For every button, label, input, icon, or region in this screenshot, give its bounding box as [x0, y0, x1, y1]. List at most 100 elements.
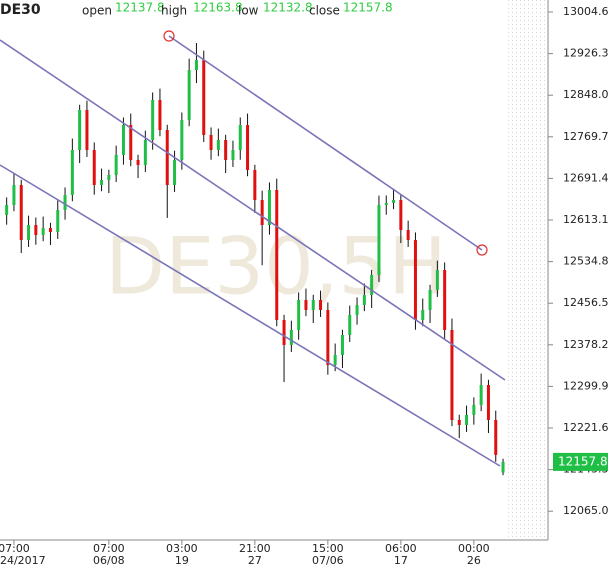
candle-body [282, 319, 286, 345]
candle-body [486, 384, 490, 420]
x-tick-label: 15:00 [312, 542, 344, 555]
candle-body [216, 139, 220, 150]
candle-body [428, 289, 432, 310]
header-value: 12137.8 [115, 1, 165, 15]
y-tick-label: 13004.6 [563, 5, 609, 18]
x-tick-label: 17 [394, 554, 408, 567]
candle-body [297, 299, 301, 330]
x-tick-label: 07:00 [93, 542, 125, 555]
y-tick-label: 12691.4 [563, 171, 609, 184]
channel-line [0, 164, 501, 467]
channel-line [168, 35, 483, 251]
candle-body [472, 404, 476, 415]
candle-body [231, 149, 235, 160]
candle-body [326, 309, 330, 365]
x-tick-label: 06:00 [385, 542, 417, 555]
header-value: 12157.8 [343, 1, 393, 15]
candle-body [348, 314, 352, 335]
candle-body [12, 184, 16, 205]
candle-body [260, 199, 264, 225]
price-badge-box [553, 452, 608, 471]
candle-body [114, 154, 118, 176]
candle-body [202, 59, 206, 135]
anchor-point [476, 244, 488, 256]
y-tick-label: 12926.3 [563, 47, 609, 60]
candle-body [501, 461, 505, 473]
candle-body [311, 299, 315, 310]
candle-body [435, 270, 439, 290]
candle-body [5, 204, 9, 215]
future-area [505, 0, 548, 540]
candle-body [457, 419, 461, 425]
candle-body [151, 99, 155, 140]
candle-body [173, 159, 177, 185]
candle-body [85, 109, 89, 150]
candle-body [180, 120, 184, 160]
y-tick-label: 12378.2 [563, 338, 609, 351]
candle-body [194, 59, 198, 71]
header-label: low [238, 4, 259, 18]
y-tick-label: 12221.6 [563, 421, 609, 434]
x-tick-label: 05/24/2017 [0, 554, 46, 567]
channel-line [0, 39, 506, 381]
candle-body [187, 70, 191, 121]
candle-body [209, 135, 213, 150]
y-axis: 13004.6 12926.3 12848.0 12769.7 12691.4 12613… [548, 5, 609, 517]
x-tick-label: 21:00 [239, 542, 271, 555]
x-tick-label: 03:00 [166, 542, 198, 555]
y-tick-label: 12065.0 [563, 504, 609, 517]
candle-body [384, 202, 388, 205]
candle-body [392, 199, 396, 203]
candle-body [443, 270, 447, 330]
y-tick-label: 12299.9 [563, 379, 609, 392]
y-tick-label: 12613.1 [563, 213, 609, 226]
candles [5, 42, 505, 476]
candle-body [34, 225, 38, 235]
candle-body [136, 159, 140, 165]
channel-lines [0, 30, 506, 467]
header-label: close [309, 4, 340, 18]
header-value: 12163.8 [193, 1, 243, 15]
candle-body [92, 149, 96, 185]
candle-body [100, 180, 104, 185]
candle-body [362, 294, 366, 305]
x-tick-label: 19 [175, 554, 189, 567]
y-tick-label: 12769.7 [563, 130, 609, 143]
x-axis: 07:0005/24/201707:0006/0803:001921:00271… [0, 540, 490, 567]
y-tick-label: 12848.0 [563, 88, 609, 101]
candle-body [107, 175, 111, 180]
candle-body [121, 125, 125, 155]
candle-body [224, 139, 228, 160]
x-tick-label: 06/08 [93, 554, 125, 567]
candle-body [70, 149, 74, 195]
candle-body [479, 384, 483, 405]
candle-body [289, 329, 293, 345]
header-value: 12132.8 [263, 1, 313, 15]
candle-body [267, 189, 271, 225]
header: DE30 open 12137.8 high 12163.8 low 12132… [0, 1, 393, 19]
x-tick-label: 27 [248, 554, 262, 567]
candle-body [494, 419, 498, 455]
candle-body [56, 209, 60, 232]
x-tick-label: 26 [467, 554, 481, 567]
candle-body [340, 334, 344, 355]
header-label: high [161, 4, 187, 18]
candle-body [304, 299, 308, 310]
x-tick-label: 07:00 [0, 542, 30, 555]
candle-body [413, 239, 417, 320]
candle-body [421, 309, 425, 320]
candle-body [333, 354, 337, 365]
candle-body [319, 299, 323, 310]
candle-body [238, 125, 242, 150]
candle-body [465, 414, 469, 425]
candle-body [275, 189, 279, 320]
candle-body [355, 304, 359, 315]
candle-body [253, 170, 257, 200]
candle-body [78, 109, 82, 150]
candle-body [41, 227, 45, 235]
candle-body [399, 199, 403, 230]
price-badge-label: 12157.8 [558, 454, 608, 468]
candle-body [19, 184, 23, 240]
x-tick-label: 07/06 [312, 554, 344, 567]
candle-body [165, 130, 169, 185]
